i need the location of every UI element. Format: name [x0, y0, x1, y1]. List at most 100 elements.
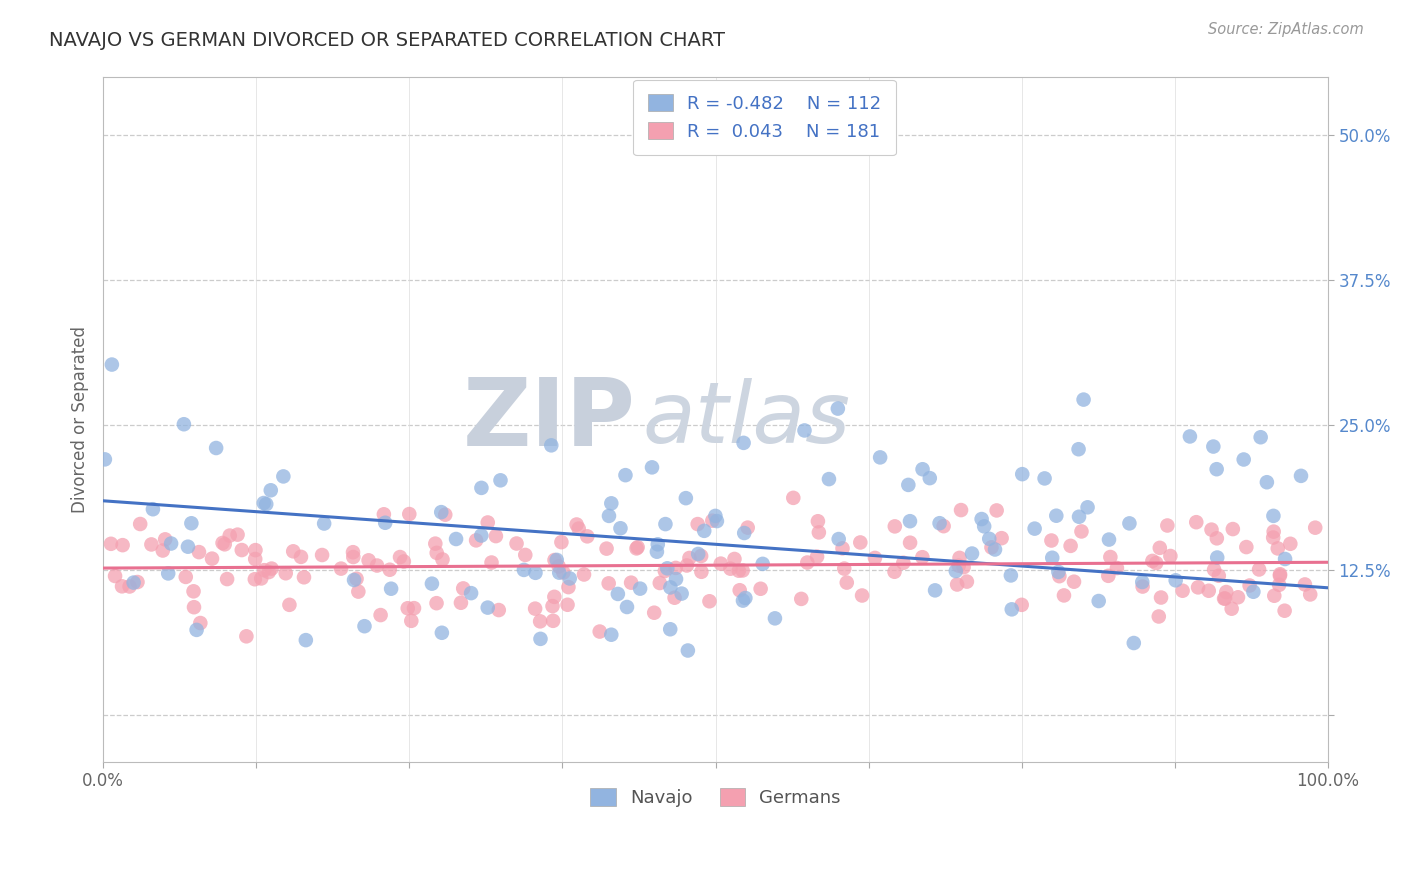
Point — [733, 526, 755, 541]
Point — [1267, 541, 1289, 556]
Point — [751, 557, 773, 571]
Point — [1118, 516, 1140, 531]
Point — [292, 570, 315, 584]
Point — [1233, 452, 1256, 467]
Point — [253, 563, 276, 577]
Y-axis label: Divorced or Separated: Divorced or Separated — [72, 326, 89, 513]
Point — [183, 600, 205, 615]
Point — [1201, 523, 1223, 537]
Point — [946, 577, 969, 591]
Point — [122, 575, 145, 590]
Point — [1274, 552, 1296, 566]
Point — [142, 502, 165, 516]
Point — [547, 559, 569, 574]
Point — [1226, 591, 1249, 605]
Point — [648, 576, 671, 591]
Point — [1047, 569, 1070, 583]
Point — [1206, 550, 1229, 565]
Point — [540, 438, 562, 452]
Point — [1268, 568, 1291, 582]
Point — [568, 522, 591, 536]
Point — [188, 545, 211, 559]
Point — [217, 572, 239, 586]
Point — [647, 537, 669, 551]
Point — [1033, 471, 1056, 485]
Point — [1294, 577, 1316, 591]
Point — [118, 579, 141, 593]
Point — [572, 567, 595, 582]
Point — [1213, 591, 1236, 606]
Point — [343, 573, 366, 587]
Point — [1303, 521, 1326, 535]
Point — [425, 536, 447, 550]
Point — [1185, 515, 1208, 529]
Point — [401, 614, 423, 628]
Point — [465, 533, 488, 548]
Point — [111, 579, 134, 593]
Point — [243, 572, 266, 586]
Point — [1053, 589, 1076, 603]
Point — [918, 471, 941, 485]
Point — [659, 581, 682, 595]
Point — [699, 594, 721, 608]
Point — [488, 603, 510, 617]
Point — [665, 572, 688, 586]
Point — [444, 532, 467, 546]
Point — [782, 491, 804, 505]
Point — [614, 468, 637, 483]
Point — [883, 519, 905, 533]
Legend: Navajo, Germans: Navajo, Germans — [583, 781, 848, 814]
Point — [883, 565, 905, 579]
Point — [1198, 583, 1220, 598]
Point — [226, 527, 249, 541]
Point — [1268, 578, 1291, 592]
Point — [188, 615, 211, 630]
Point — [1073, 392, 1095, 407]
Point — [1220, 601, 1243, 615]
Point — [1208, 568, 1230, 582]
Point — [153, 533, 176, 547]
Point — [1171, 583, 1194, 598]
Point — [129, 516, 152, 531]
Point — [392, 554, 415, 568]
Point — [1178, 429, 1201, 443]
Point — [686, 517, 709, 532]
Point — [278, 598, 301, 612]
Point — [1150, 591, 1173, 605]
Point — [1187, 580, 1209, 594]
Point — [1263, 531, 1285, 545]
Text: atlas: atlas — [643, 378, 851, 461]
Point — [543, 553, 565, 567]
Point — [595, 541, 617, 556]
Point — [733, 435, 755, 450]
Point — [127, 575, 149, 590]
Point — [160, 536, 183, 550]
Point — [749, 582, 772, 596]
Point — [541, 599, 564, 613]
Point — [645, 545, 668, 559]
Point — [1122, 636, 1144, 650]
Point — [235, 629, 257, 643]
Point — [183, 584, 205, 599]
Point — [152, 543, 174, 558]
Point — [1144, 556, 1167, 570]
Point — [290, 549, 312, 564]
Point — [311, 548, 333, 562]
Point — [550, 535, 572, 549]
Point — [1250, 430, 1272, 444]
Point — [897, 478, 920, 492]
Point — [94, 452, 117, 467]
Point — [598, 576, 620, 591]
Point — [177, 540, 200, 554]
Point — [1263, 508, 1285, 523]
Point — [250, 571, 273, 585]
Point — [1156, 518, 1178, 533]
Point — [1000, 568, 1022, 582]
Point — [659, 622, 682, 636]
Point — [1040, 533, 1063, 548]
Point — [505, 536, 527, 550]
Point — [710, 557, 733, 571]
Point — [274, 566, 297, 581]
Point — [1149, 541, 1171, 555]
Point — [986, 503, 1008, 517]
